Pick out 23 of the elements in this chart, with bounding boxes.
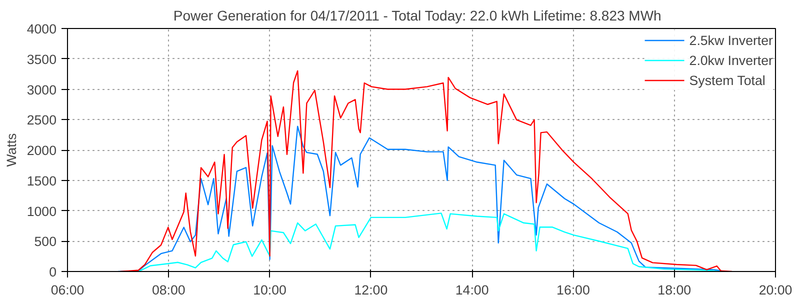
chart-title: Power Generation for 04/17/2011 - Total Today: 22.0 kWh Lifetime: 8.823 MWh bbox=[173, 8, 662, 24]
y-tick-label: 0 bbox=[49, 264, 57, 280]
x-tick-label: 08:00 bbox=[152, 282, 186, 298]
y-tick-label: 1000 bbox=[26, 204, 57, 219]
y-tick-label: 4000 bbox=[26, 22, 57, 36]
x-tick-label: 14:00 bbox=[455, 282, 489, 298]
x-tick-label: 20:00 bbox=[758, 282, 792, 298]
x-tick-label: 16:00 bbox=[556, 282, 590, 298]
y-tick-label: 2000 bbox=[26, 143, 57, 158]
x-tick-label: 18:00 bbox=[658, 282, 692, 298]
x-tick-label: 06:00 bbox=[50, 282, 84, 298]
legend-label: System Total bbox=[689, 72, 766, 88]
y-tick-label: 500 bbox=[34, 234, 57, 250]
x-tick-label: 10:00 bbox=[253, 282, 286, 298]
y-tick-label: 1500 bbox=[26, 173, 57, 188]
x-tick-label: 12:00 bbox=[354, 282, 388, 298]
legend-label: 2.5kw Inverter bbox=[689, 32, 773, 48]
legend-label: 2.0kw Inverter bbox=[689, 52, 773, 68]
y-tick-label: 2500 bbox=[26, 112, 57, 128]
y-tick-label: 3500 bbox=[26, 52, 57, 67]
y-tick-label: 3000 bbox=[26, 82, 57, 98]
line-series bbox=[138, 212, 720, 272]
y-axis-title: Watts bbox=[4, 132, 19, 167]
